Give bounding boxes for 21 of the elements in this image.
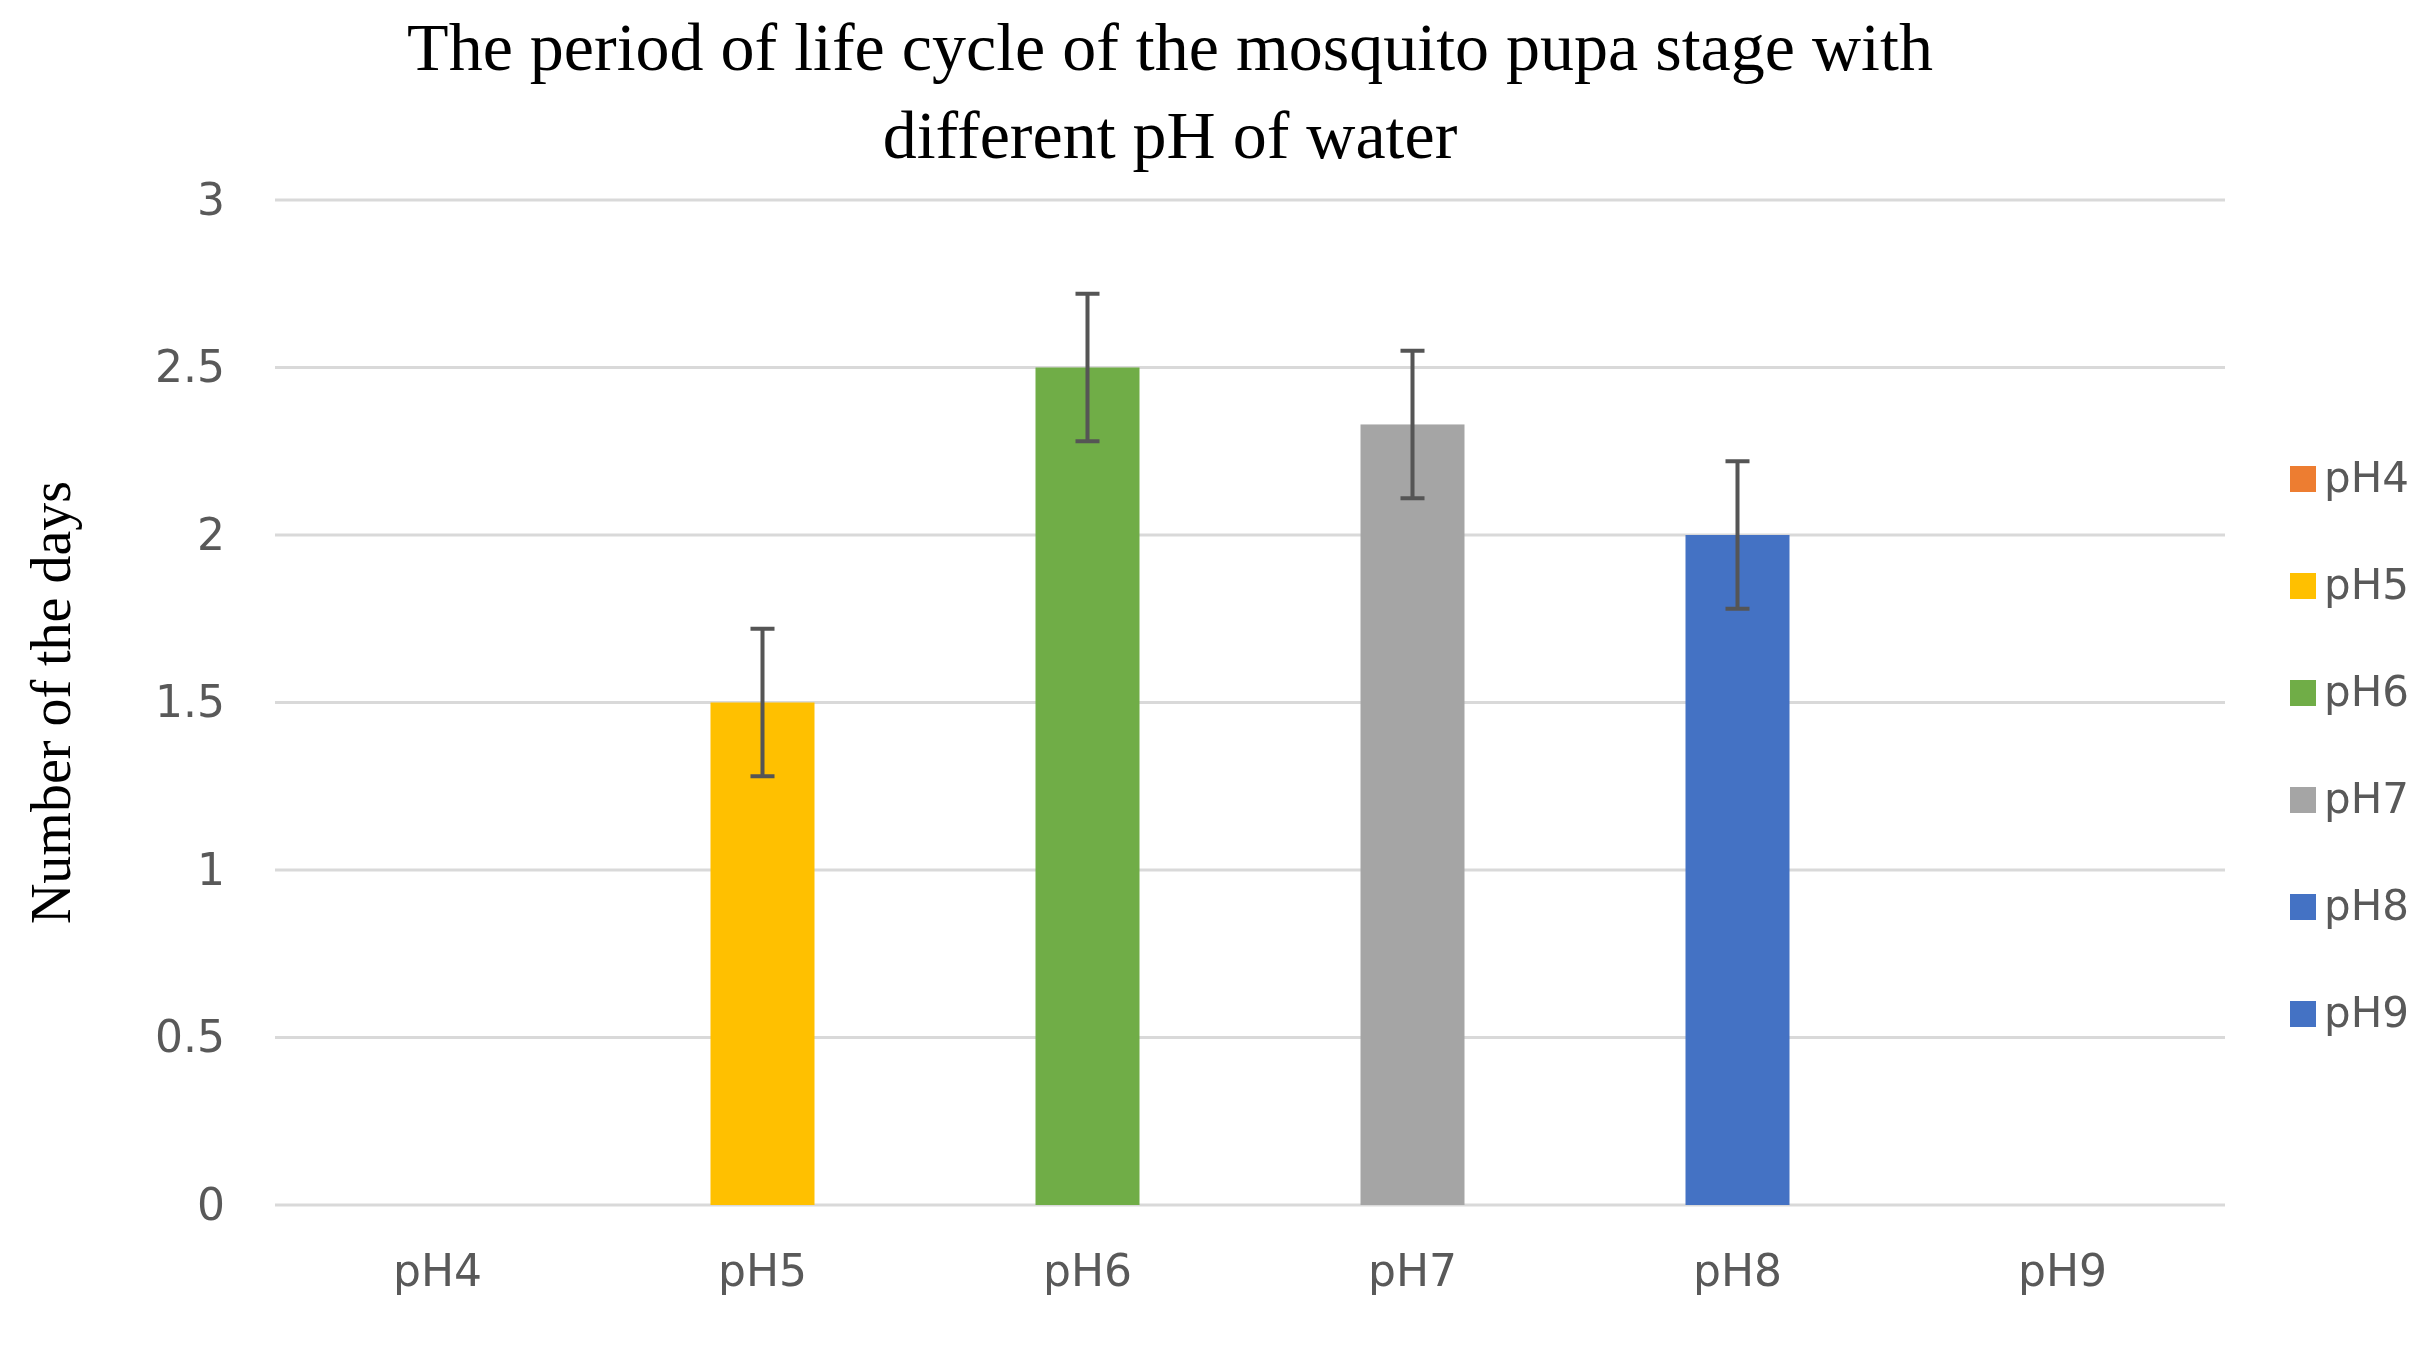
legend-label: pH8	[2324, 881, 2409, 930]
x-tick-label: pH9	[2017, 1245, 2108, 1297]
y-tick-label: 3	[197, 173, 225, 225]
x-tick-label: pH5	[717, 1245, 808, 1297]
y-tick-label: 0.5	[155, 1011, 225, 1063]
legend-label: pH7	[2324, 774, 2409, 823]
legend-label: pH5	[2324, 560, 2409, 609]
chart-title: The period of life cycle of the mosquito pupa stage with different pH of water	[407, 9, 1933, 173]
y-tick-label: 0	[197, 1178, 225, 1230]
y-tick-label: 2	[197, 508, 225, 560]
y-axis-title: Number of the days	[20, 480, 82, 925]
x-tick-label: pH4	[392, 1245, 483, 1297]
x-tick-label: pH8	[1692, 1245, 1783, 1297]
y-tick-label: 2.5	[155, 341, 225, 393]
legend-label: pH9	[2324, 988, 2409, 1037]
x-tick-label: pH6	[1042, 1245, 1133, 1297]
x-tick-label: pH7	[1367, 1245, 1458, 1297]
legend-label: pH6	[2324, 667, 2409, 716]
legend-label: pH4	[2324, 453, 2409, 502]
y-tick-label: 1.5	[155, 676, 225, 728]
y-tick-label: 1	[197, 843, 225, 895]
